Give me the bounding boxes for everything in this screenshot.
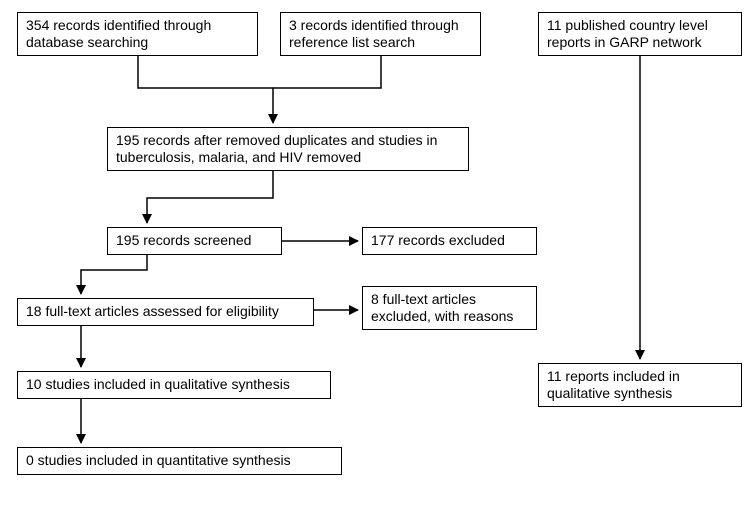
node-source-reflist: 3 records identified through reference l… [280,12,481,56]
flowchart-canvas: 354 records identified through database … [0,0,754,517]
node-excluded-1: 177 records excluded [362,227,537,255]
node-text: 8 full-text articles excluded, with reas… [371,291,528,326]
node-qualitative: 10 studies included in qualitative synth… [17,371,331,399]
node-screened: 195 records screened [107,227,282,255]
node-source-garp: 11 published country level reports in GA… [538,12,742,56]
node-text: 3 records identified through reference l… [289,17,472,52]
node-text: 10 studies included in qualitative synth… [26,376,290,394]
node-dedup: 195 records after removed duplicates and… [107,127,469,171]
node-text: 18 full-text articles assessed for eligi… [26,303,279,321]
node-text: 195 records screened [116,232,251,250]
node-source-database: 354 records identified through database … [17,12,258,56]
node-quantitative: 0 studies included in quantitative synth… [17,447,342,475]
node-text: 177 records excluded [371,232,505,250]
node-text: 11 reports included in qualitative synth… [547,368,733,403]
node-text: 354 records identified through database … [26,17,249,52]
node-excluded-2: 8 full-text articles excluded, with reas… [362,286,537,330]
node-text: 195 records after removed duplicates and… [116,132,460,167]
node-fulltext-assessed: 18 full-text articles assessed for eligi… [17,298,314,326]
node-text: 0 studies included in quantitative synth… [26,452,291,470]
node-garp-qualitative: 11 reports included in qualitative synth… [538,363,742,407]
node-text: 11 published country level reports in GA… [547,17,733,52]
edge-layer [0,0,754,517]
